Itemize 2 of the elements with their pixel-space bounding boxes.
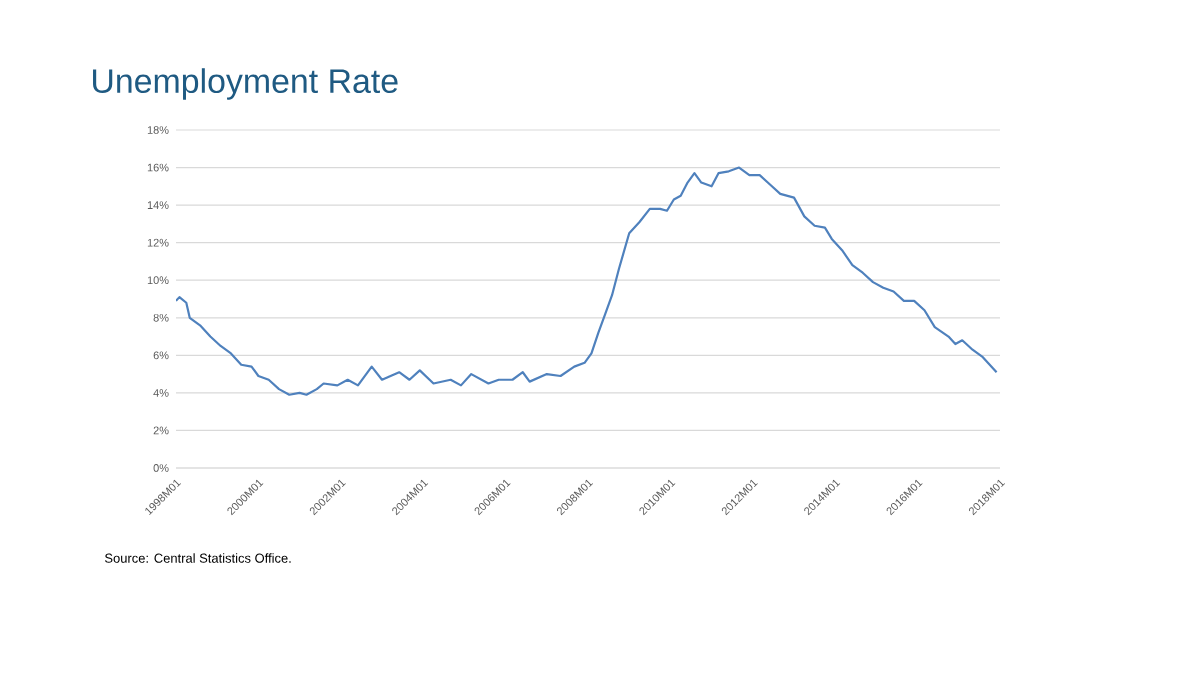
chart-title: Unemployment Rate <box>93 68 398 100</box>
line-series <box>176 166 998 396</box>
